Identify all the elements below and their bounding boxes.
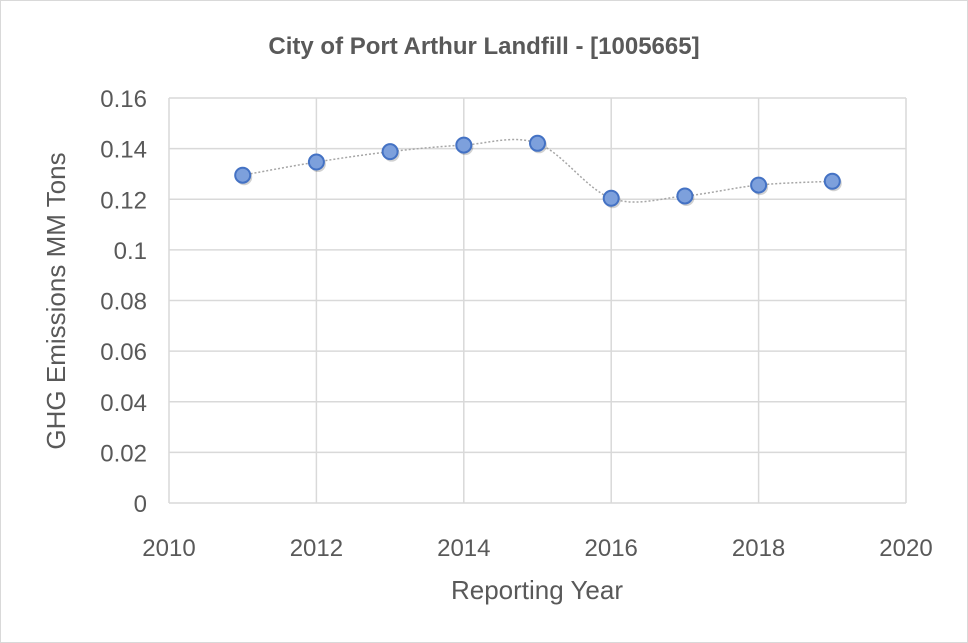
- x-tick-labels: 2010 2012 2014 2016 2018 2020: [142, 535, 932, 562]
- data-point: [381, 143, 399, 161]
- y-tick-labels: 0 0.02 0.04 0.06 0.08 0.1 0.12 0.14 0.16: [100, 86, 147, 518]
- y-tick-label: 0.08: [100, 289, 147, 316]
- y-axis-title: GHG Emissions MM Tons: [41, 152, 71, 449]
- x-tick-label: 2014: [437, 535, 490, 562]
- chart-title: City of Port Arthur Landfill - [1005665]: [268, 33, 699, 60]
- x-tick-label: 2020: [879, 535, 932, 562]
- x-tick-label: 2012: [290, 535, 343, 562]
- y-tick-label: 0.06: [100, 339, 147, 366]
- data-point: [750, 176, 768, 194]
- x-tick-label: 2016: [585, 535, 638, 562]
- y-tick-label: 0.04: [100, 390, 147, 417]
- data-point: [602, 189, 620, 207]
- y-tick-label: 0.16: [100, 86, 147, 113]
- x-tick-label: 2018: [732, 535, 785, 562]
- y-tick-label: 0.02: [100, 440, 147, 467]
- data-point: [823, 172, 841, 190]
- y-tick-label: 0: [134, 491, 147, 518]
- y-tick-label: 0.14: [100, 137, 147, 164]
- data-points: [234, 134, 842, 209]
- x-axis-title: Reporting Year: [451, 575, 623, 605]
- data-point: [307, 153, 325, 171]
- gridlines: [168, 97, 907, 504]
- data-point: [455, 136, 473, 154]
- data-point: [529, 134, 546, 152]
- y-tick-label: 0.1: [114, 238, 147, 265]
- x-tick-label: 2010: [142, 535, 195, 562]
- data-point: [234, 166, 252, 184]
- data-point: [676, 187, 694, 205]
- y-tick-label: 0.12: [100, 187, 147, 214]
